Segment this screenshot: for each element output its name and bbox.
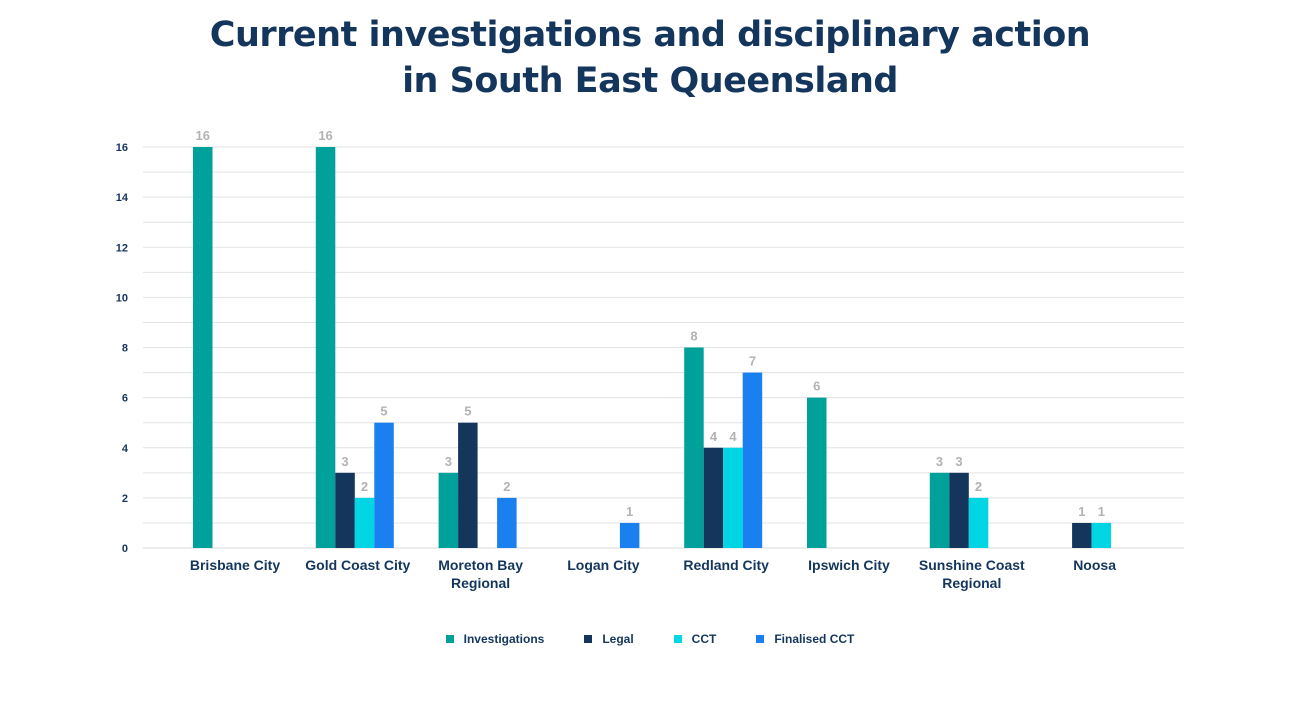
y-tick-label: 10 bbox=[116, 292, 128, 304]
data-label: 3 bbox=[936, 454, 943, 469]
bar-investigations bbox=[193, 147, 213, 548]
y-tick-label: 14 bbox=[116, 192, 129, 204]
y-tick-label: 6 bbox=[122, 393, 128, 405]
x-tick-label: Noosa bbox=[1073, 557, 1116, 573]
legend-label: Finalised CCT bbox=[774, 632, 855, 646]
bar-finalised-cct bbox=[497, 497, 517, 548]
bar-investigations bbox=[684, 347, 704, 548]
bar-investigations bbox=[929, 472, 950, 548]
legend-label: CCT bbox=[691, 632, 717, 646]
data-label: 2 bbox=[975, 479, 982, 494]
chart-title: Current investigations and disciplinary … bbox=[0, 12, 1300, 104]
x-tick-label: Regional bbox=[451, 575, 510, 591]
data-label: 16 bbox=[318, 128, 332, 143]
bar-legal bbox=[335, 472, 355, 548]
data-label: 1 bbox=[1078, 504, 1085, 519]
legend-swatch bbox=[756, 635, 765, 643]
legend-item: Finalised CCT bbox=[756, 632, 854, 646]
data-label: 5 bbox=[380, 404, 387, 419]
y-tick-label: 4 bbox=[122, 443, 129, 455]
data-label: 1 bbox=[626, 504, 633, 519]
y-tick-label: 0 bbox=[122, 543, 128, 555]
bar-cct bbox=[1091, 522, 1112, 548]
bar-cct bbox=[723, 447, 743, 548]
data-label: 7 bbox=[749, 354, 756, 369]
y-tick-label: 8 bbox=[122, 343, 128, 355]
data-label: 3 bbox=[341, 454, 348, 469]
bar-legal bbox=[458, 422, 478, 548]
legend-item: CCT bbox=[673, 632, 717, 646]
bar-cct bbox=[968, 497, 989, 548]
data-label: 6 bbox=[813, 379, 820, 394]
bar-legal bbox=[949, 472, 969, 548]
legend-swatch bbox=[584, 635, 593, 643]
legend-item: Legal bbox=[584, 632, 634, 646]
data-label: 2 bbox=[503, 479, 510, 494]
legend-item: Investigations bbox=[445, 632, 545, 646]
x-tick-label: Moreton Bay bbox=[438, 557, 523, 573]
data-label: 3 bbox=[445, 454, 452, 469]
legend-swatch bbox=[673, 635, 682, 643]
y-tick-label: 2 bbox=[122, 493, 128, 505]
chart-title-line-2: in South East Queensland bbox=[402, 61, 898, 101]
bar-finalised-cct bbox=[619, 522, 640, 548]
bar-investigations bbox=[315, 147, 336, 548]
legend-label: Legal bbox=[602, 632, 634, 646]
bar-cct bbox=[354, 497, 375, 548]
y-tick-label: 12 bbox=[116, 242, 128, 254]
data-label: 8 bbox=[690, 329, 697, 344]
data-label: 2 bbox=[361, 479, 368, 494]
chart-title-line-1: Current investigations and disciplinary … bbox=[209, 15, 1091, 55]
bar-finalised-cct bbox=[742, 372, 763, 548]
data-label: 4 bbox=[710, 429, 718, 444]
x-tick-label: Ipswich City bbox=[808, 557, 890, 573]
bar-finalised-cct bbox=[374, 422, 394, 548]
y-tick-label: 16 bbox=[116, 142, 128, 154]
legend-swatch bbox=[445, 635, 454, 643]
bar-legal bbox=[1072, 522, 1092, 548]
x-tick-label: Redland City bbox=[683, 557, 769, 573]
data-label: 3 bbox=[955, 454, 962, 469]
x-tick-label: Brisbane City bbox=[190, 557, 280, 573]
data-label: 16 bbox=[196, 128, 210, 143]
data-label: 4 bbox=[729, 429, 737, 444]
data-label: 5 bbox=[464, 404, 471, 419]
data-label: 1 bbox=[1098, 504, 1105, 519]
bar-investigations bbox=[438, 472, 459, 548]
x-tick-label: Logan City bbox=[567, 557, 640, 573]
bar-investigations bbox=[807, 397, 827, 548]
x-tick-label: Regional bbox=[942, 575, 1001, 591]
legend-label: Investigations bbox=[463, 632, 545, 646]
x-tick-label: Sunshine Coast bbox=[919, 557, 1025, 573]
bar-legal bbox=[703, 447, 724, 548]
chart-legend: Investigations Legal CCT Finalised CCT bbox=[0, 632, 1300, 646]
x-tick-label: Gold Coast City bbox=[305, 557, 410, 573]
